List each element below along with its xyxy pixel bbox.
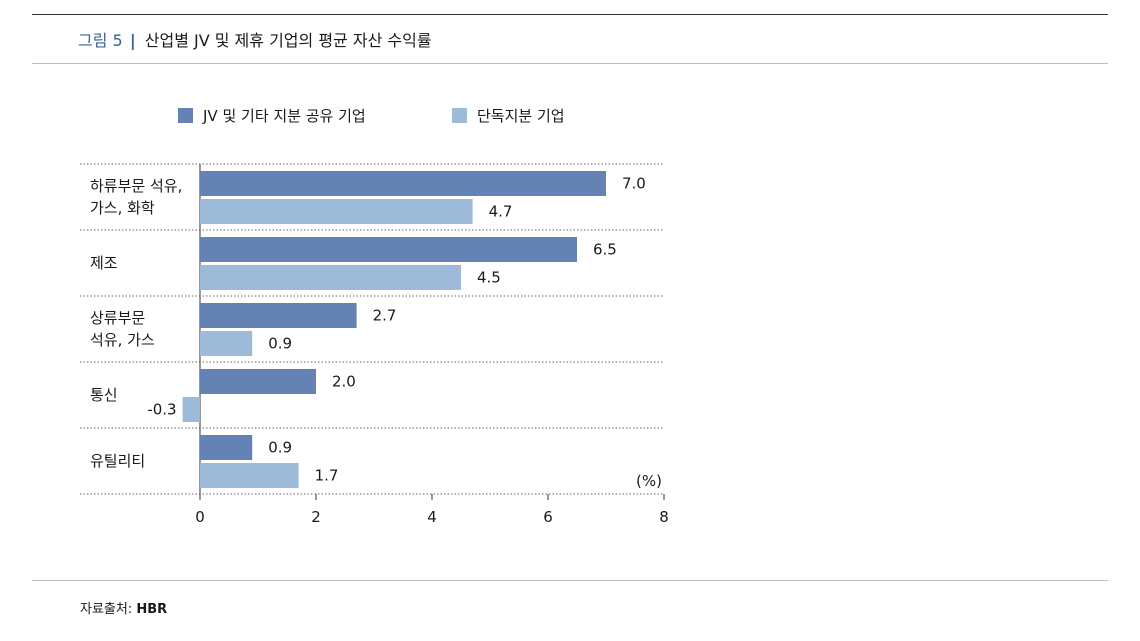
bar-jv	[200, 171, 606, 196]
category-label: 유틸리티	[90, 452, 145, 470]
unit-label: (%)	[636, 472, 662, 490]
bar-jv	[200, 303, 357, 328]
data-label: 7.0	[622, 175, 646, 193]
x-tick-label: 8	[659, 508, 669, 526]
source-note: 자료출처: HBR	[80, 598, 167, 617]
figure-title: 산업별 JV 및 제휴 기업의 평균 자산 수익률	[144, 31, 432, 50]
header-separator: |	[129, 31, 136, 50]
data-label: 0.9	[268, 335, 292, 353]
bar-sole	[200, 265, 461, 290]
bar-sole	[200, 463, 299, 488]
x-tick-label: 0	[195, 508, 205, 526]
legend-swatch-1	[178, 108, 193, 123]
figure-header: 그림 5 | 산업별 JV 및 제휴 기업의 평균 자산 수익률	[78, 30, 432, 52]
x-tick-label: 2	[311, 508, 321, 526]
data-label: 0.9	[268, 439, 292, 457]
x-tick-label: 4	[427, 508, 437, 526]
legend-swatch-2	[452, 108, 467, 123]
data-label: 6.5	[593, 241, 617, 259]
source-label: 자료출처:	[80, 602, 133, 617]
category-label: 제조	[90, 254, 118, 272]
top-rule	[32, 14, 1108, 15]
header-rule	[32, 63, 1108, 64]
category-label: 통신	[90, 386, 118, 404]
footer-rule	[32, 580, 1108, 581]
figure-label: 그림 5	[78, 31, 123, 50]
bar-jv	[200, 237, 577, 262]
x-tick-label: 6	[543, 508, 553, 526]
legend-label-2: 단독지분 기업	[477, 107, 565, 125]
bar-jv	[200, 369, 316, 394]
data-label: 2.7	[373, 307, 397, 325]
bar-sole	[200, 199, 473, 224]
data-label: 1.7	[315, 467, 339, 485]
data-label: 4.7	[489, 203, 513, 221]
legend-label-1: JV 및 기타 지분 공유 기업	[202, 107, 366, 125]
category-label: 상류부문 석유, 가스	[90, 309, 155, 349]
data-label: 4.5	[477, 269, 501, 287]
bar-sole	[200, 331, 253, 356]
bar-jv	[200, 435, 253, 460]
source-value: HBR	[136, 602, 168, 617]
bar-sole	[182, 397, 200, 422]
data-label: -0.3	[147, 401, 176, 419]
data-label: 2.0	[332, 373, 356, 391]
category-label: 하류부문 석유, 가스, 화학	[90, 177, 182, 217]
